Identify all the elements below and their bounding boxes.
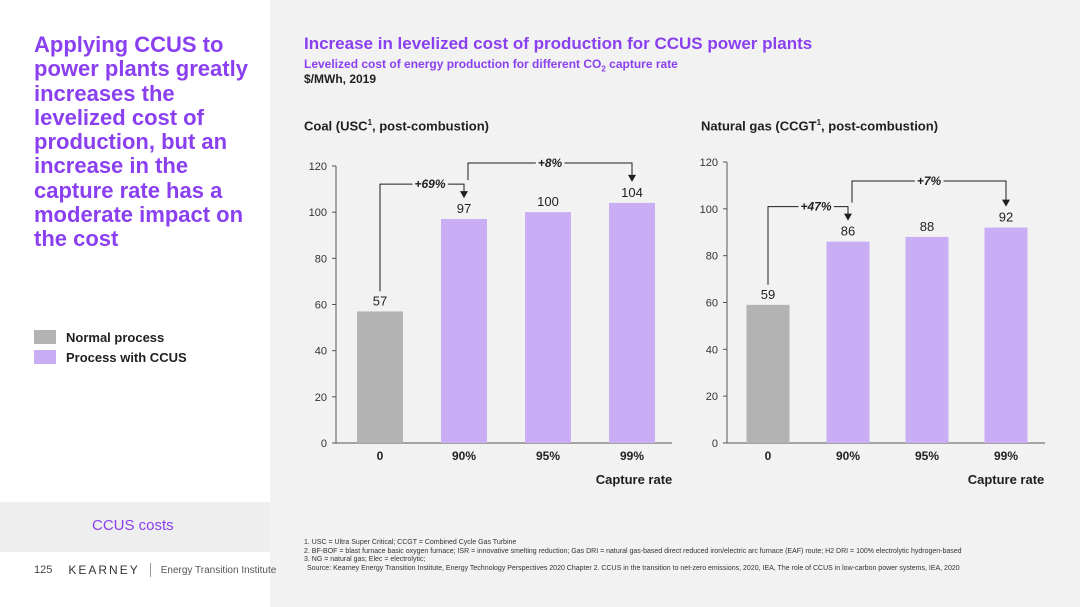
chart-title-coal-rest: , post-combustion) <box>372 118 490 134</box>
bar-95% <box>905 236 949 443</box>
footnotes: 1. USC = Ultra Super Critical; CCGT = Co… <box>304 539 1064 573</box>
y-tick-label: 20 <box>315 392 327 404</box>
annotation-label-bg <box>412 177 448 192</box>
annotation-label-bg <box>914 174 944 188</box>
x-axis-title: Capture rate <box>968 472 1045 487</box>
section-tab[interactable] <box>0 502 270 552</box>
chart-title-coal-main: Coal (USC <box>304 118 368 134</box>
bar-95% <box>525 212 571 443</box>
chart-coal: 0 20 40 60 80 100 120 57 0 97 90% 100 95% 104 99% Captu… <box>309 156 673 487</box>
annotation-arrowhead-1 <box>844 213 852 221</box>
chart-title-gas-main: Natural gas (CCGT <box>701 118 817 134</box>
footnote-1: 1. USC = Ultra Super Critical; CCGT = Co… <box>304 539 517 546</box>
y-tick-label: 40 <box>706 344 718 356</box>
annotation-arrowhead-1 <box>460 191 468 199</box>
subtitle-text: Levelized cost of energy production for … <box>304 57 602 71</box>
data-label: 88 <box>920 219 934 234</box>
unit-label: $/MWh, 2019 <box>304 72 377 86</box>
y-tick-label: 40 <box>315 346 327 358</box>
footnote-3: 3. NG = natural gas; Elec = electrolytic… <box>304 556 426 564</box>
y-tick-label: 20 <box>706 391 718 403</box>
x-tick-label: 90% <box>452 449 476 463</box>
annotation-arrowhead-2 <box>1002 199 1010 207</box>
subtitle-subscript: 2 <box>601 64 606 74</box>
footer: 125 KEARNEY Energy Transition Institute <box>34 562 276 578</box>
legend-item-normal: Normal process <box>34 327 187 347</box>
legend-item-ccus: Process with CCUS <box>34 347 187 367</box>
chart-gas: 0 20 40 60 80 100 120 59 0 86 90% 88 95% 92 99% Capture… <box>700 157 1045 487</box>
x-tick-label: 99% <box>620 449 644 463</box>
slide-subtitle: Levelized cost of energy production for … <box>304 57 678 73</box>
institute-name: Energy Transition Institute <box>160 564 277 576</box>
x-tick-label: 0 <box>765 449 772 463</box>
data-label: 59 <box>761 287 775 302</box>
chart-title-coal-sup: 1 <box>367 118 373 127</box>
data-label: 92 <box>999 210 1013 225</box>
slide-title: Increase in levelized cost of production… <box>304 34 813 53</box>
chart-title-gas-rest: , post-combustion) <box>821 118 939 134</box>
y-tick-label: 80 <box>706 251 718 263</box>
data-label: 97 <box>457 201 471 216</box>
data-label: 57 <box>373 293 387 308</box>
annotation-label-2: +8% <box>538 156 563 170</box>
bar-99% <box>609 202 655 443</box>
annotation-label-2: +7% <box>917 174 942 188</box>
chart-title-gas-sup: 1 <box>816 118 822 127</box>
y-tick-label: 60 <box>315 300 327 312</box>
section-label[interactable]: CCUS costs <box>92 517 174 534</box>
data-label: 86 <box>841 224 855 239</box>
legend-label-normal: Normal process <box>66 329 165 345</box>
annotation-label-bg <box>798 199 834 214</box>
brand-divider <box>149 563 151 577</box>
bar-99% <box>984 227 1028 443</box>
y-tick-label: 80 <box>315 253 327 265</box>
annotation-label-1: +69% <box>414 177 445 191</box>
x-tick-label: 95% <box>536 449 560 463</box>
legend-swatch-normal <box>34 330 56 344</box>
x-tick-label: 90% <box>836 449 860 463</box>
footnote-2: 2. BF-BOF = blast furnace basic oxygen f… <box>304 547 962 555</box>
chart-title-gas: Natural gas (CCGT1, post-combustion) <box>701 118 938 133</box>
annotation-arrowhead-2 <box>628 174 636 182</box>
bar-0 <box>357 311 403 443</box>
annotation-label-bg <box>535 156 565 170</box>
headline: Applying CCUS to power plants greatly in… <box>34 32 248 252</box>
data-label: 104 <box>621 185 643 200</box>
chart-title-coal: Coal (USC1, post-combustion) <box>304 118 489 133</box>
bar-0 <box>746 304 790 443</box>
x-tick-label: 99% <box>994 449 1018 463</box>
y-tick-label: 0 <box>321 438 327 450</box>
y-tick-label: 100 <box>700 204 718 216</box>
y-tick-label: 0 <box>712 438 718 450</box>
page-number: 125 <box>34 564 53 576</box>
data-label: 100 <box>537 194 559 209</box>
footnote-source: Source: Kearney Energy Transition Instit… <box>307 564 960 572</box>
legend-label-ccus: Process with CCUS <box>66 349 187 365</box>
legend-swatch-ccus <box>34 350 56 364</box>
y-tick-label: 100 <box>309 207 327 219</box>
subtitle-text-end: capture rate <box>605 57 678 71</box>
bar-90% <box>441 219 487 443</box>
annotation-label-1: +47% <box>800 200 831 214</box>
x-axis-title: Capture rate <box>596 472 673 487</box>
x-tick-label: 0 <box>377 449 384 463</box>
x-tick-label: 95% <box>915 449 939 463</box>
legend: Normal process Process with CCUS <box>34 327 187 367</box>
y-tick-label: 60 <box>706 298 718 310</box>
y-tick-label: 120 <box>309 161 327 173</box>
bar-90% <box>826 241 870 443</box>
brand-logo: KEARNEY <box>68 563 140 577</box>
y-tick-label: 120 <box>700 157 718 169</box>
